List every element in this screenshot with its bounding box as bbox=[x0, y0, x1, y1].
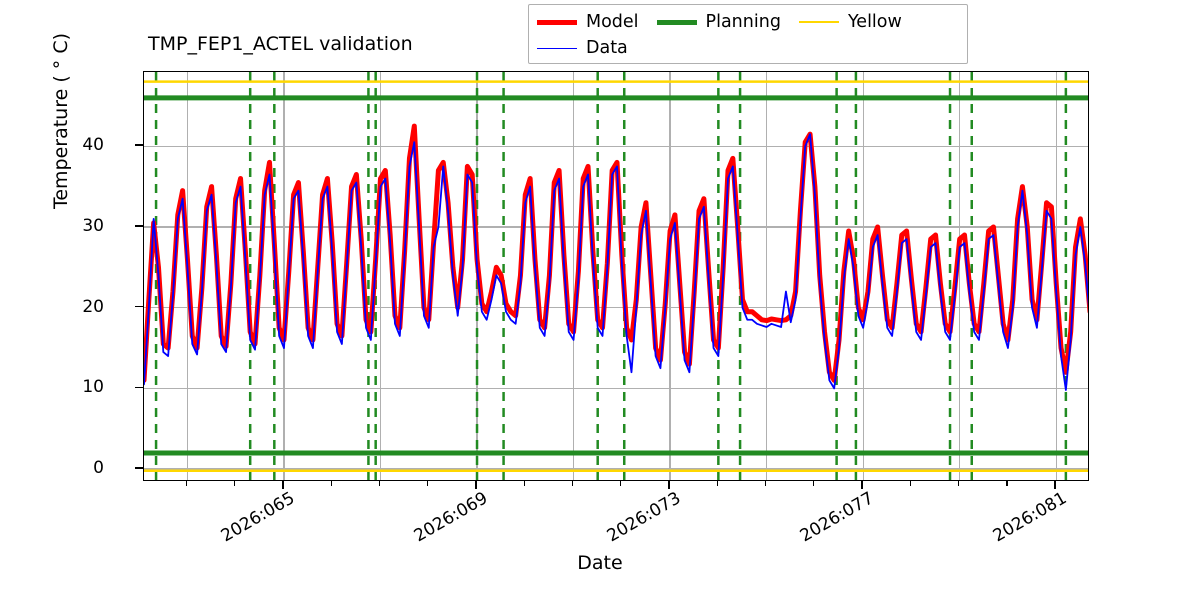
legend-entry-yellow: Yellow bbox=[798, 12, 902, 32]
y-tick-mark bbox=[135, 225, 143, 227]
legend-label-planning: Planning bbox=[705, 12, 781, 32]
x-tick-major bbox=[475, 481, 477, 489]
y-tick-mark bbox=[135, 467, 143, 469]
legend-label-data: Data bbox=[586, 38, 628, 58]
legend-entry-planning: Planning bbox=[656, 12, 781, 32]
y-tick-mark bbox=[135, 144, 143, 147]
gridline-vertical bbox=[283, 72, 285, 480]
series-canvas bbox=[144, 72, 1088, 480]
gridline-horizontal bbox=[144, 468, 1088, 470]
legend-label-yellow: Yellow bbox=[847, 12, 902, 32]
x-tick-minor bbox=[427, 481, 429, 486]
x-tick-label: 2026:065 bbox=[217, 488, 299, 547]
series-line-model bbox=[144, 123, 1088, 383]
x-tick-label: 2026:069 bbox=[410, 488, 492, 547]
x-tick-minor bbox=[813, 481, 815, 486]
x-tick-major bbox=[1054, 481, 1056, 489]
chart-title: TMP_FEP1_ACTEL validation bbox=[148, 33, 413, 55]
x-tick-minor bbox=[765, 481, 767, 486]
y-tick-label: 40 bbox=[82, 135, 104, 156]
chart-legend: Model Planning Yellow Data bbox=[528, 4, 968, 64]
series-line-data bbox=[144, 133, 1088, 391]
y-tick-label: 0 bbox=[93, 458, 104, 479]
x-tick-major bbox=[668, 481, 670, 489]
legend-entry-data: Data bbox=[537, 38, 628, 58]
gridline-vertical bbox=[669, 72, 671, 480]
x-tick-minor bbox=[234, 481, 236, 486]
x-tick-minor bbox=[571, 481, 574, 486]
gridline-vertical bbox=[379, 72, 382, 480]
y-tick-label: 20 bbox=[82, 296, 104, 317]
plot-area bbox=[143, 71, 1089, 481]
gridline-horizontal bbox=[144, 387, 1088, 389]
legend-swatch-planning bbox=[656, 19, 697, 25]
y-tick-mark bbox=[135, 386, 143, 389]
gridline-vertical bbox=[766, 72, 768, 480]
legend-swatch-yellow bbox=[798, 21, 839, 23]
x-axis-label: Date bbox=[577, 552, 623, 574]
y-tick-label: 30 bbox=[82, 215, 104, 236]
gridline-vertical bbox=[862, 72, 864, 480]
x-tick-label: 2026:073 bbox=[603, 488, 685, 547]
legend-entry-model: Model bbox=[537, 12, 639, 32]
legend-label-model: Model bbox=[586, 12, 639, 32]
x-tick-minor bbox=[330, 481, 332, 486]
legend-row-1: Model Planning Yellow bbox=[537, 9, 959, 35]
y-tick-mark bbox=[135, 305, 143, 308]
plot-inner bbox=[144, 72, 1088, 480]
x-tick-minor bbox=[1006, 481, 1008, 486]
gridline-horizontal bbox=[144, 226, 1088, 228]
legend-row-2: Data bbox=[537, 35, 959, 61]
legend-swatch-data bbox=[537, 47, 577, 49]
x-tick-minor bbox=[958, 481, 960, 486]
x-tick-label: 2026:077 bbox=[796, 488, 878, 547]
x-tick-minor bbox=[185, 481, 188, 486]
x-tick-minor bbox=[716, 481, 718, 486]
gridline-vertical bbox=[572, 72, 575, 480]
gridline-horizontal bbox=[144, 307, 1088, 309]
y-tick-label: 10 bbox=[82, 377, 104, 398]
x-tick-major bbox=[282, 481, 284, 489]
x-tick-minor bbox=[620, 481, 622, 486]
x-tick-minor bbox=[523, 481, 525, 486]
x-tick-minor bbox=[909, 481, 911, 486]
y-axis-label: Temperature ( ° C) bbox=[50, 32, 72, 210]
x-tick-minor bbox=[378, 481, 381, 486]
x-tick-major bbox=[861, 481, 863, 489]
gridline-horizontal bbox=[144, 145, 1088, 147]
gridline-vertical bbox=[959, 72, 961, 480]
x-tick-label: 2026:081 bbox=[989, 488, 1071, 547]
legend-swatch-model bbox=[537, 19, 577, 25]
